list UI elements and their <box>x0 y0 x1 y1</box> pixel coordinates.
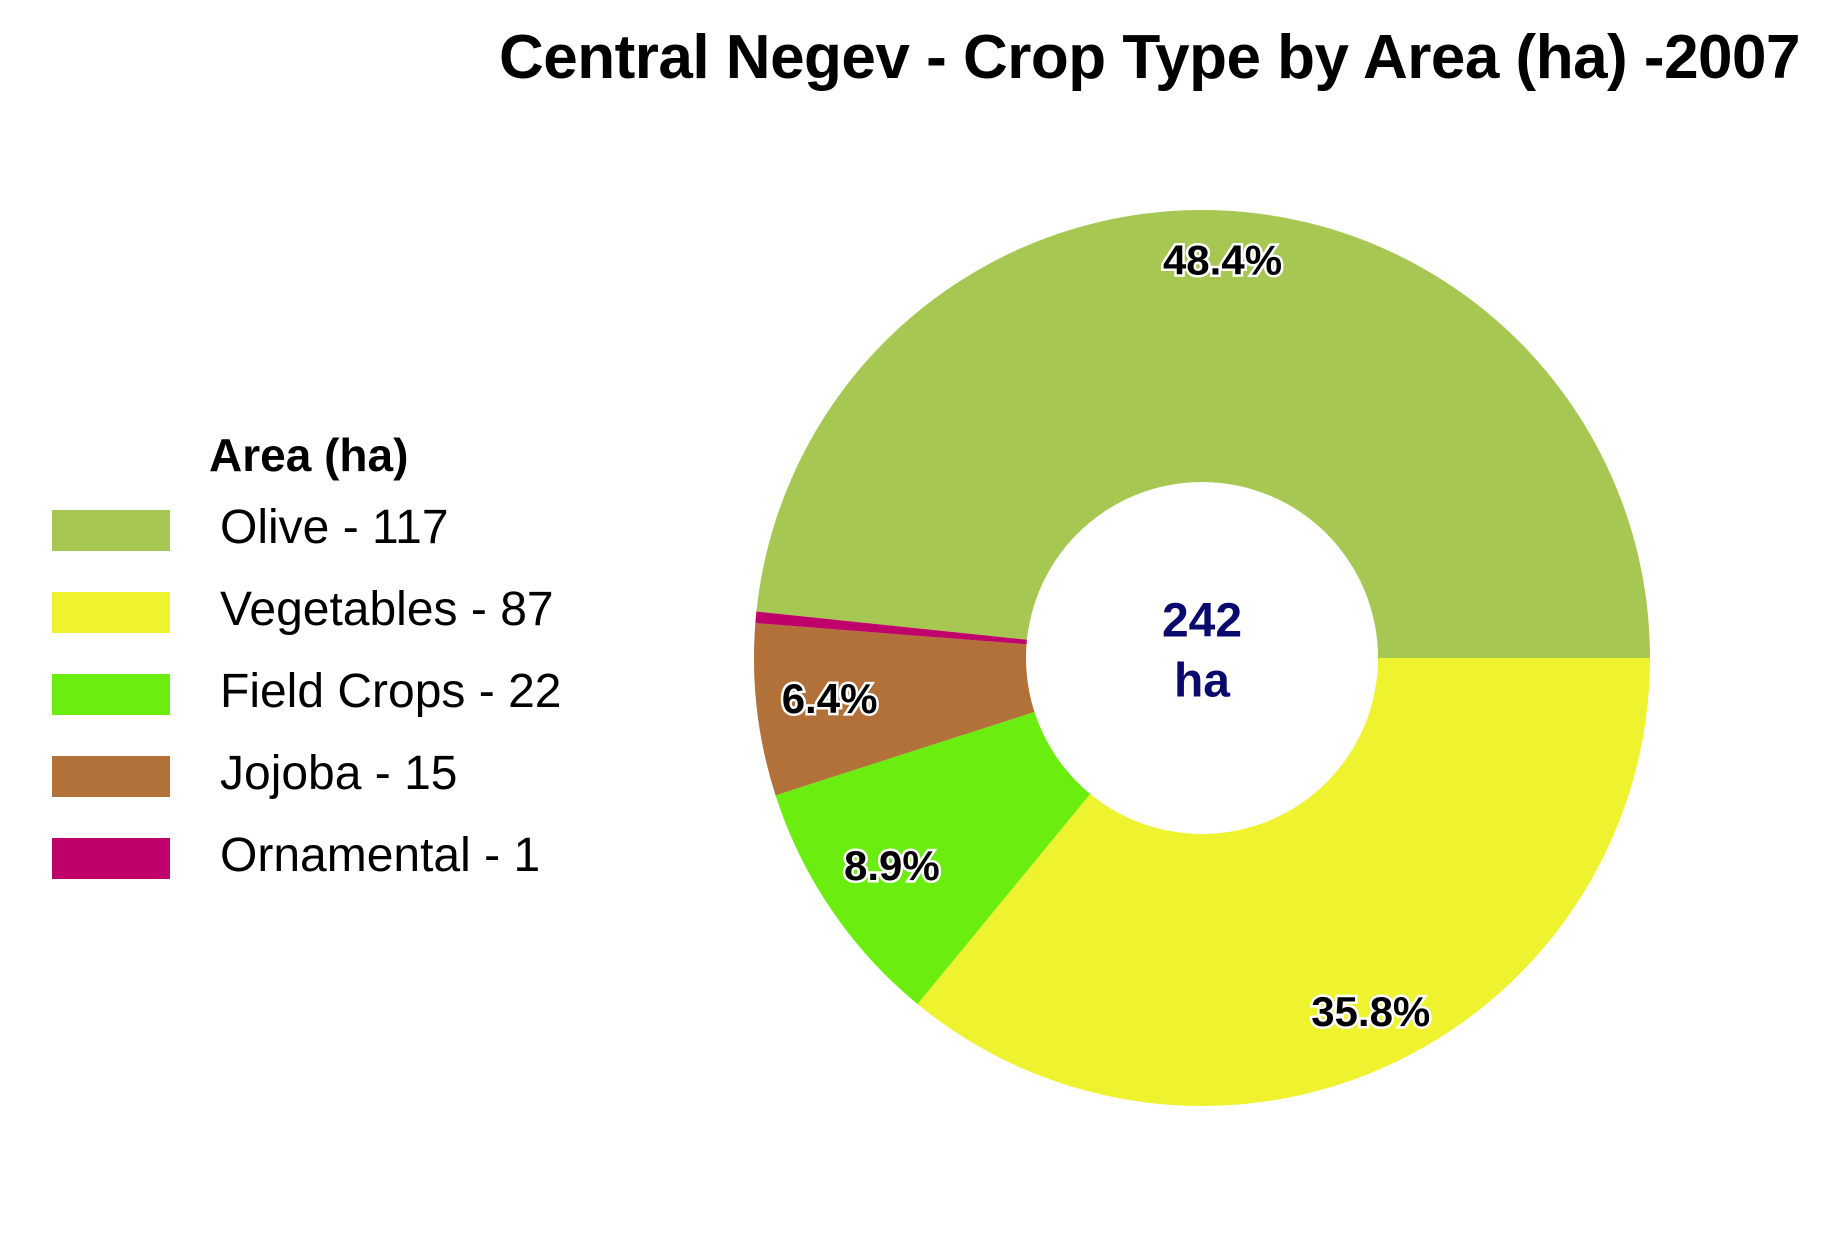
legend-swatch-vegetables <box>52 592 170 633</box>
legend: Area (ha) Olive - 117 Vegetables - 87 Fi… <box>52 420 612 900</box>
legend-item-field-crops: Field Crops - 22 <box>52 654 612 736</box>
legend-title: Area (ha) <box>209 429 409 481</box>
legend-label-field-crops: Field Crops - 22 <box>220 665 562 718</box>
legend-label-vegetables: Vegetables - 87 <box>220 583 554 636</box>
center-total: 242 <box>1162 595 1242 648</box>
legend-swatch-jojoba <box>52 756 170 797</box>
center-unit: ha <box>1174 655 1230 708</box>
slice-label-vegetables: 35.8% <box>1311 988 1430 1035</box>
legend-item-ornamental: Ornamental - 1 <box>52 818 612 900</box>
legend-item-olive: Olive - 117 <box>52 490 612 572</box>
legend-item-jojoba: Jojoba - 15 <box>52 736 612 818</box>
slice-vegetables <box>917 658 1650 1106</box>
slice-label-olive: 48.4% <box>1163 237 1282 284</box>
chart-title: Central Negev - Crop Type by Area (ha) -… <box>498 23 1801 92</box>
slice-label-field-crops: 8.9% <box>844 842 940 889</box>
legend-label-ornamental: Ornamental - 1 <box>220 829 541 882</box>
slice-olive <box>756 209 1650 658</box>
legend-swatch-olive <box>52 510 170 551</box>
legend-swatch-field-crops <box>52 674 170 715</box>
legend-label-olive: Olive - 117 <box>220 501 449 554</box>
donut-hole <box>1026 482 1378 834</box>
legend-item-vegetables: Vegetables - 87 <box>52 572 612 654</box>
labels-layer: 48.4% 35.8% 8.9% 6.4% <box>779 234 1433 1038</box>
slice-label-jojoba: 6.4% <box>782 675 878 722</box>
legend-swatch-ornamental <box>52 838 170 879</box>
legend-label-jojoba: Jojoba - 15 <box>220 747 458 800</box>
